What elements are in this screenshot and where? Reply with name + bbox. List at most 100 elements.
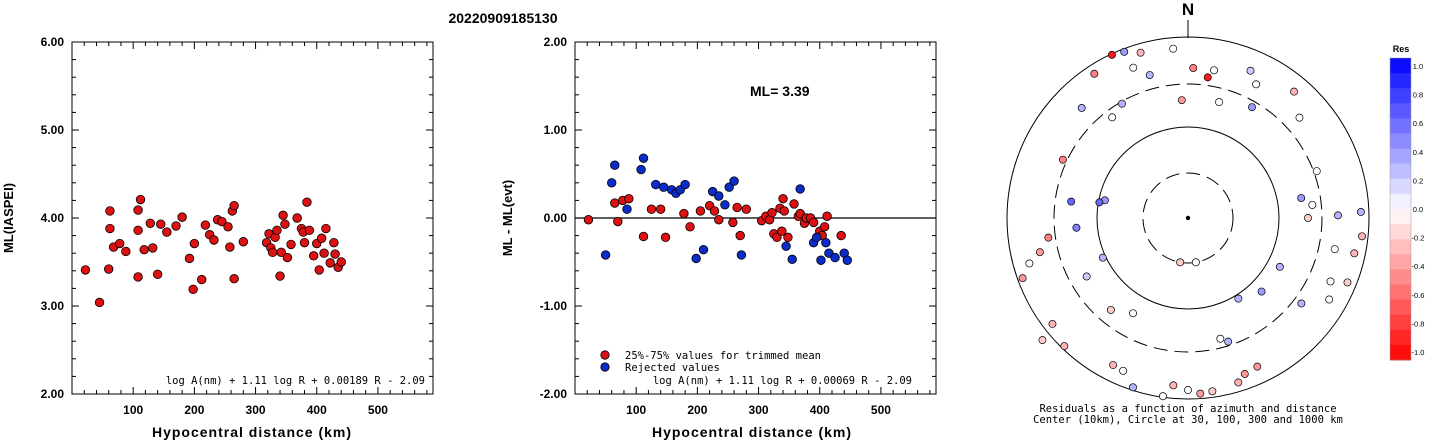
station-point (1158, 392, 1167, 401)
station-point (1240, 370, 1249, 378)
station-point (1350, 249, 1359, 258)
data-point (267, 247, 278, 258)
station-point (1169, 44, 1178, 53)
x-tick-label: 500 (368, 403, 388, 417)
station-point (1290, 87, 1299, 96)
station-points (1018, 44, 1366, 401)
colorbar-swatch (1390, 284, 1411, 301)
station-point (1095, 198, 1104, 207)
y-tick-label: 2.00 (544, 35, 568, 49)
station-point (1234, 378, 1243, 387)
station-point (1118, 99, 1126, 108)
station-point (1072, 223, 1081, 232)
data-point (80, 265, 91, 275)
data-point (133, 225, 143, 236)
data-point (329, 237, 339, 248)
x-tick-label: 300 (246, 403, 266, 417)
colorbar-tick-label: -0.6 (1412, 291, 1425, 300)
data-point (223, 222, 233, 232)
x-tick-label: 400 (307, 403, 327, 417)
data-point (680, 179, 690, 190)
ring-30km (1142, 172, 1234, 264)
data-point (679, 208, 689, 219)
data-point (638, 153, 649, 163)
station-point (1330, 245, 1339, 254)
data-point (275, 271, 285, 281)
station-point (1058, 155, 1067, 164)
data-point (783, 232, 793, 243)
data-point (741, 204, 752, 214)
x-tick-label: 500 (871, 403, 891, 417)
colorbar-swatch (1390, 58, 1411, 74)
station-point (1191, 258, 1200, 267)
colorbar-tick-label: -0.2 (1412, 234, 1425, 243)
station-point (1106, 305, 1115, 314)
data-point (302, 197, 312, 207)
colorbar-swatch (1390, 299, 1411, 316)
colorbar-swatch (1390, 133, 1411, 150)
colorbar-swatch (1390, 314, 1411, 331)
data-point (133, 205, 143, 215)
y-tick-label: 4.00 (41, 211, 65, 225)
station-point (1196, 389, 1205, 398)
y-axis-label: ML(IASPEI) (1, 183, 16, 253)
station-point (1060, 342, 1069, 350)
data-point (336, 257, 346, 267)
data-point (607, 178, 617, 188)
station-point (1257, 287, 1266, 296)
y-tick-label: -2.00 (540, 387, 568, 401)
data-point (691, 253, 701, 264)
data-point (781, 241, 791, 251)
station-point (1090, 69, 1099, 78)
colorbar-tick-label: 0.6 (1413, 119, 1423, 128)
station-point (1082, 272, 1091, 281)
x-tick-label: 400 (810, 403, 830, 417)
station-point (1304, 214, 1312, 222)
data-point (646, 204, 657, 214)
data-point (651, 179, 661, 190)
data-point (724, 182, 734, 192)
data-point (695, 206, 706, 216)
data-point (156, 219, 166, 229)
colorbar-swatch (1390, 344, 1411, 361)
y-tick-labels: 2.00 3.00 4.00 5.00 6.00 (41, 35, 433, 401)
station-point (1334, 211, 1342, 220)
data-point (638, 231, 649, 242)
colorbar-swatch (1390, 193, 1411, 210)
data-point (135, 194, 146, 205)
station-point (1145, 71, 1154, 79)
data-point (795, 184, 805, 194)
station-point (1038, 336, 1047, 345)
data-point (830, 252, 840, 263)
data-points (80, 194, 346, 308)
data-point (772, 232, 782, 243)
data-point (139, 244, 149, 255)
data-point (636, 164, 646, 175)
legend-label-trimmed: 25%-75% values for trimmed mean (625, 350, 821, 362)
data-point (779, 206, 789, 216)
data-point (308, 251, 319, 261)
data-point (613, 216, 623, 227)
data-point (778, 193, 788, 204)
data-point (148, 243, 158, 253)
colorbar-swatch (1390, 209, 1411, 225)
formula-text: log A(nm) + 1.11 log R + 0.00189 R - 2.0… (166, 375, 425, 387)
data-point (105, 206, 115, 216)
station-point (1108, 113, 1117, 122)
station-point (1246, 66, 1255, 75)
data-point (736, 250, 747, 260)
station-point (1252, 80, 1261, 89)
data-point (238, 237, 249, 247)
data-point (229, 274, 239, 284)
ring-300km (1053, 83, 1323, 353)
ml-annotation: ML= 3.39 (750, 83, 810, 99)
station-point (1248, 103, 1256, 112)
data-point (728, 217, 738, 228)
colorbar-swatch (1390, 178, 1411, 195)
data-point (660, 232, 671, 243)
station-point (1025, 259, 1034, 268)
data-point (145, 218, 156, 228)
station-point (1169, 381, 1178, 390)
y-tick-label: -1.00 (540, 299, 568, 313)
data-point (105, 223, 115, 234)
